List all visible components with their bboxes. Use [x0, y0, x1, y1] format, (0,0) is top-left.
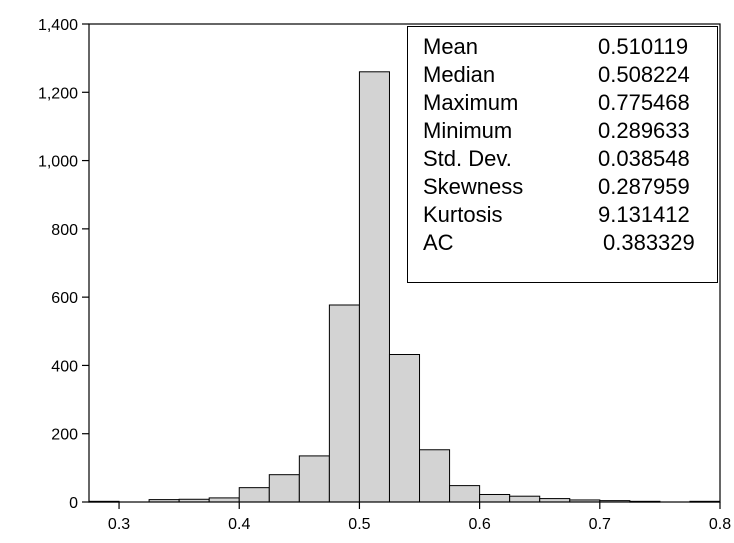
stat-label: AC	[423, 230, 454, 255]
stat-row-std-dev: Std. Dev. 0.038548	[423, 146, 717, 172]
y-tick-label: 600	[51, 290, 78, 307]
stat-value: 0.383329	[603, 230, 695, 255]
plot-frame	[88, 23, 721, 503]
y-tick-label: 1,400	[38, 17, 78, 34]
x-tick-label: 0.6	[468, 516, 490, 533]
y-axis: 0 200 400 600 800 1,000 1,200 1,400	[38, 17, 89, 512]
histogram-bar-8	[328, 304, 360, 503]
x-tick-label: 0.3	[108, 516, 130, 533]
stat-value: 0.510119	[598, 34, 689, 59]
histogram-bar-4	[208, 497, 240, 503]
stat-value: 0.508224	[598, 62, 690, 87]
stat-row-median: Median 0.508224	[423, 62, 717, 88]
stat-label: Minimum	[423, 118, 513, 143]
histogram-bar-6	[268, 474, 300, 503]
x-tick-label: 0.7	[589, 516, 611, 533]
stat-row-skewness: Skewness 0.287959	[423, 174, 717, 200]
x-axis: 0.3 0.4 0.5 0.6 0.7 0.8	[108, 502, 731, 533]
histogram-bar-11	[419, 449, 451, 503]
histogram-bar-9	[358, 71, 390, 503]
stat-row-maximum: Maximum 0.775468	[423, 90, 717, 116]
histogram-bar-12	[449, 485, 481, 503]
y-tick-label: 200	[51, 427, 78, 444]
stat-value: 0.775468	[598, 90, 690, 115]
y-tick-label: 800	[51, 222, 78, 239]
stat-value: 0.289633	[598, 118, 690, 143]
stat-label: Mean	[423, 34, 479, 59]
histogram-bar-14	[509, 495, 541, 503]
histogram-bars	[88, 71, 721, 503]
y-tick-label: 400	[51, 358, 78, 375]
stat-value: 0.287959	[598, 174, 690, 199]
stat-row-kurtosis: Kurtosis 9.131412	[423, 202, 717, 228]
stat-row-mean: Mean 0.510119	[423, 34, 717, 60]
y-tick-label: 0	[69, 495, 78, 512]
y-tick-label: 1,000	[38, 154, 78, 171]
stat-label: Maximum	[423, 90, 519, 115]
statistics-box: Mean 0.510119 Median 0.508224 Maximum 0.…	[407, 26, 718, 283]
y-tick-label: 1,200	[38, 85, 78, 102]
stat-label: Std. Dev.	[423, 146, 512, 171]
histogram-bar-5	[238, 487, 270, 503]
stat-row-ac: AC 0.383329	[423, 230, 717, 256]
x-tick-label: 0.4	[228, 516, 250, 533]
histogram-bar-10	[388, 354, 421, 503]
x-tick-label: 0.5	[348, 516, 370, 533]
stat-label: Kurtosis	[423, 202, 503, 227]
x-tick-label: 0.8	[709, 516, 731, 533]
stat-row-minimum: Minimum 0.289633	[423, 118, 717, 144]
stat-value: 9.131412	[598, 202, 690, 227]
stat-label: Median	[423, 62, 496, 87]
histogram-bar-13	[479, 493, 511, 503]
histogram-bar-7	[298, 455, 330, 503]
stat-label: Skewness	[423, 174, 524, 199]
stat-value: 0.038548	[598, 146, 690, 171]
